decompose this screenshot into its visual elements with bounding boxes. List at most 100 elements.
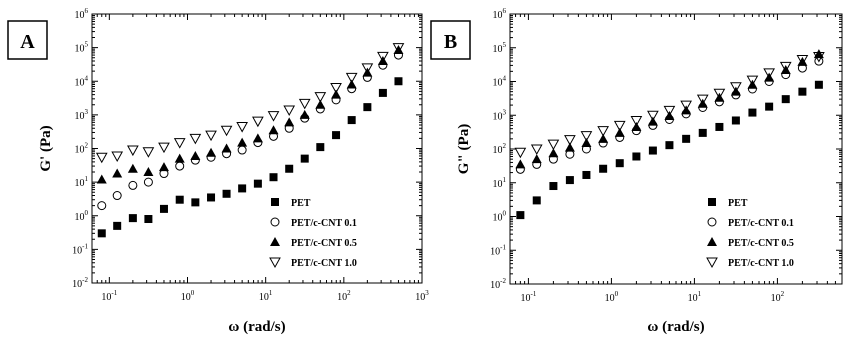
data-point	[748, 108, 757, 117]
y-tick-label: 104	[493, 75, 507, 89]
data-point	[267, 111, 280, 122]
y-tick-label: 100	[75, 209, 89, 223]
data-point	[614, 127, 625, 137]
data-point	[798, 87, 807, 96]
data-point	[268, 125, 279, 135]
x-tick-label: 101	[688, 290, 702, 304]
data-point	[548, 148, 559, 158]
data-point	[221, 143, 232, 153]
legend-label: PET	[728, 198, 748, 209]
data-point	[127, 145, 139, 157]
series-0	[97, 77, 403, 238]
data-point	[581, 138, 592, 148]
data-point	[315, 99, 326, 109]
data-point	[598, 133, 609, 143]
data-point	[332, 131, 341, 140]
data-point	[142, 147, 155, 158]
data-point	[715, 122, 724, 131]
data-point	[97, 201, 107, 211]
panel-label-box	[7, 20, 48, 60]
data-point	[97, 229, 106, 238]
data-point	[663, 105, 676, 117]
data-point	[175, 195, 184, 204]
y-tick-label: 106	[493, 7, 507, 21]
data-point	[128, 214, 137, 223]
data-point	[779, 61, 792, 73]
data-point	[284, 117, 295, 127]
data-point	[731, 116, 740, 125]
panel-label-box	[430, 20, 471, 60]
data-point	[331, 89, 342, 99]
legend-label: PET/c-CNT 0.1	[291, 218, 357, 229]
data-point	[531, 154, 542, 164]
y-tick-label: 106	[75, 7, 89, 21]
data-point	[206, 147, 217, 157]
y-tick-label: 10-1	[490, 243, 506, 257]
data-point	[283, 105, 296, 116]
data-point	[111, 151, 124, 162]
y-tick-label: 100	[493, 210, 507, 224]
chart-panel-a: A 10-1 100 101 102 103 10-2 10-1 100 101 102 103 104…	[7, 7, 429, 335]
data-point	[516, 211, 525, 220]
data-point	[191, 198, 200, 207]
data-point	[680, 100, 692, 112]
data-point	[564, 135, 576, 146]
data-point	[599, 164, 608, 173]
data-point	[363, 103, 372, 112]
data-point	[346, 79, 357, 89]
y-tick-label: 103	[493, 108, 507, 122]
data-point	[648, 146, 657, 155]
legend-label: PET/c-CNT 1.0	[728, 258, 794, 269]
data-point	[796, 54, 809, 66]
panel-label: B	[444, 31, 457, 53]
data-point	[269, 173, 278, 182]
data-point	[361, 63, 374, 74]
data-point	[159, 204, 168, 213]
data-point	[532, 196, 541, 205]
data-point	[205, 130, 217, 142]
data-point	[632, 152, 641, 161]
y-tick-label: 105	[75, 41, 89, 55]
data-point	[515, 159, 526, 169]
x-axis-title: ω (rad/s)	[228, 319, 285, 335]
x-tick-label: 100	[605, 290, 619, 304]
data-point	[580, 131, 593, 142]
data-point	[113, 221, 122, 230]
data-point	[763, 68, 775, 79]
y-tick-label: 102	[493, 142, 507, 156]
data-point	[144, 215, 153, 224]
data-point	[222, 189, 231, 198]
data-point	[613, 120, 626, 132]
data-point	[236, 122, 248, 133]
x-tick-label: 10-1	[101, 289, 117, 303]
y-axis-title: G' (Pa)	[38, 125, 54, 171]
data-point	[565, 176, 574, 185]
data-point	[765, 102, 774, 111]
y-tick-label: 10-1	[72, 242, 88, 256]
data-point	[175, 161, 185, 171]
data-point	[207, 193, 216, 202]
data-point	[549, 182, 558, 191]
data-point	[814, 80, 823, 89]
data-point	[143, 167, 154, 177]
legend-marker	[270, 217, 280, 227]
data-point	[393, 44, 404, 54]
data-point	[582, 170, 591, 179]
legend: PET PET/c-CNT 0.1 PET/c-CNT 0.5 PET/c-CNT 1…	[706, 198, 794, 269]
x-axis-title: ω (rad/s)	[647, 319, 704, 335]
legend-label: PET	[291, 198, 311, 209]
data-point	[143, 177, 153, 187]
legend-label: PET/c-CNT 1.0	[291, 258, 357, 269]
data-point	[158, 142, 170, 154]
data-point	[647, 110, 659, 122]
plot-frame	[91, 13, 423, 284]
data-point	[781, 95, 790, 104]
legend-marker	[269, 257, 281, 269]
x-tick-label: 101	[259, 289, 273, 303]
y-tick-label: 10-2	[490, 277, 506, 291]
data-point	[253, 179, 262, 188]
data-point	[285, 164, 294, 173]
data-point	[378, 88, 387, 97]
y-tick-label: 101	[493, 176, 507, 190]
data-point	[173, 138, 186, 149]
